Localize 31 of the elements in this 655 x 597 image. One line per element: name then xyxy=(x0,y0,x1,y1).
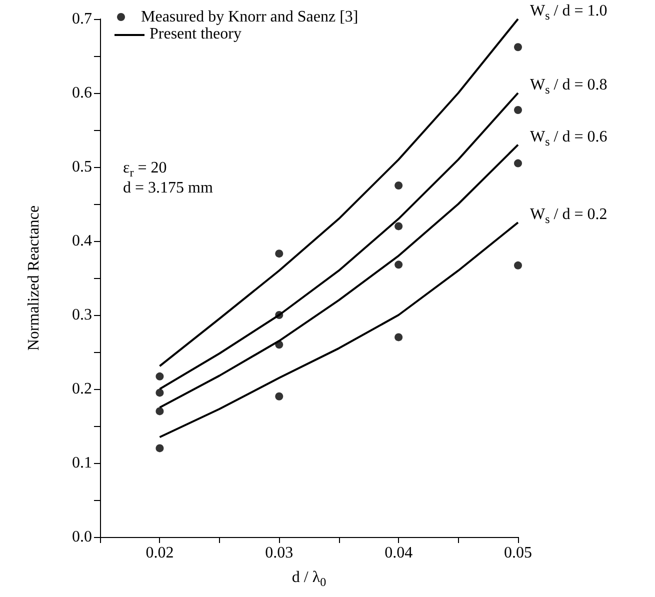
point xyxy=(514,106,522,114)
y-tick-label: 0.4 xyxy=(72,232,92,250)
point xyxy=(394,333,403,342)
annotation: d = 3.175 mm xyxy=(123,180,214,196)
point xyxy=(156,372,164,380)
x-tick-label: 0.05 xyxy=(504,544,532,562)
y-tick-label: 0.5 xyxy=(72,158,92,176)
x-tick-label: 0.04 xyxy=(384,544,413,562)
y-tick-label: 0.0 xyxy=(72,528,92,546)
y-tick-label: 0.6 xyxy=(72,84,92,102)
legend-title: Present theory xyxy=(150,26,242,42)
legend-label: Measured by Knorr and Saenz [3] xyxy=(141,8,358,26)
point xyxy=(275,392,284,400)
point xyxy=(156,388,164,397)
point xyxy=(514,261,522,270)
y-tick-label: 0.1 xyxy=(72,454,92,472)
point xyxy=(275,250,284,258)
y-axis-title: Normalized Reactance xyxy=(26,205,42,351)
line-series xyxy=(158,222,519,438)
y-tick-label: 0.3 xyxy=(72,306,92,324)
point xyxy=(514,43,522,52)
y-tick-label: 0.7 xyxy=(72,10,92,28)
point xyxy=(156,444,164,452)
x-tick-label: 0.03 xyxy=(265,544,294,562)
y-tick-label: 0.2 xyxy=(72,380,92,398)
point xyxy=(394,182,403,190)
x-tick-label: 0.02 xyxy=(146,544,174,562)
point xyxy=(394,222,403,230)
point xyxy=(156,407,164,416)
point xyxy=(514,159,522,168)
point xyxy=(394,260,403,269)
